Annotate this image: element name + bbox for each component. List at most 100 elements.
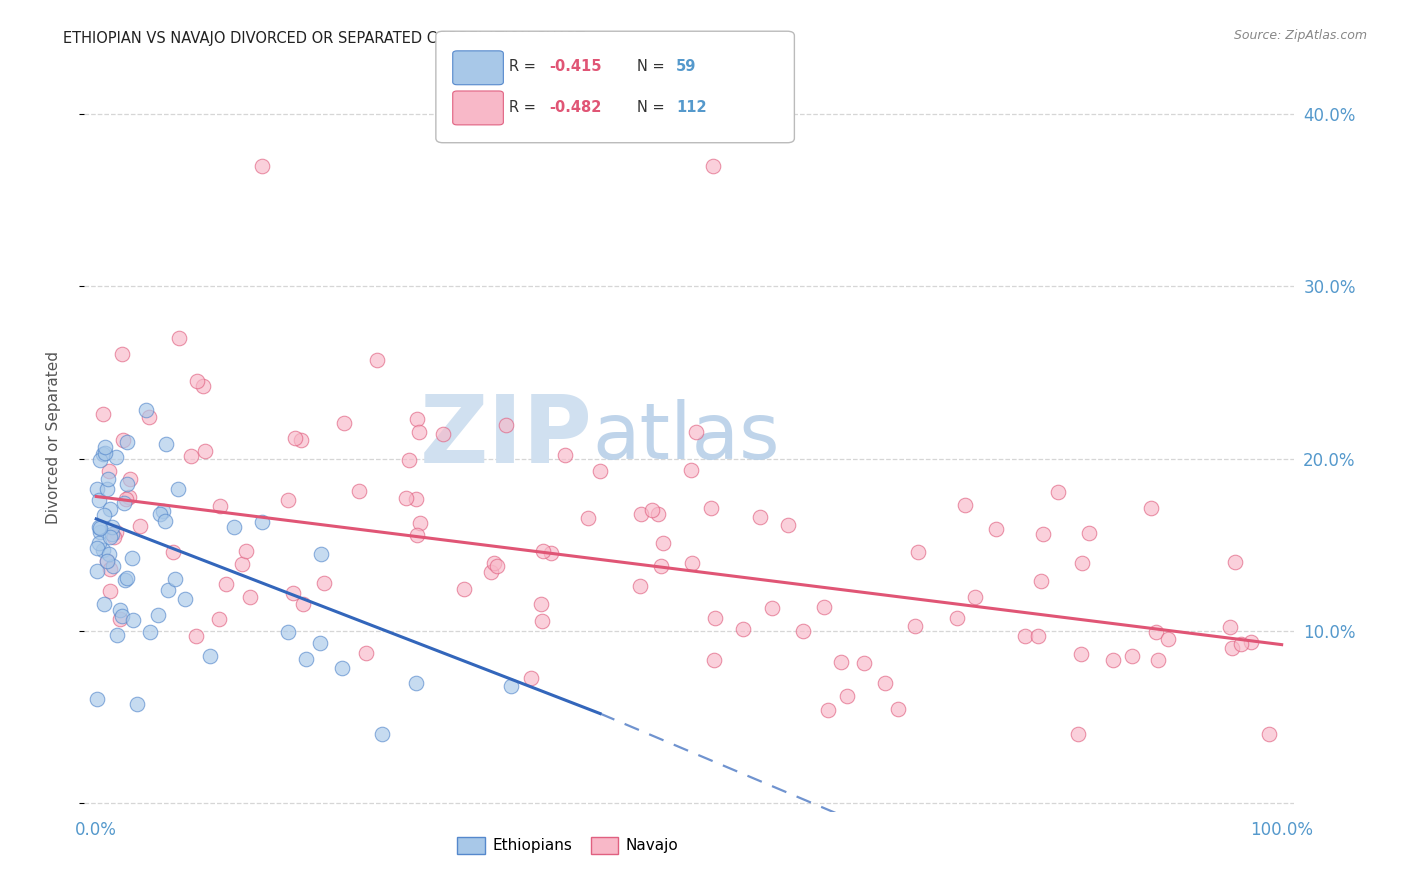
Point <box>129 518 152 533</box>
Point <box>1157 632 1180 646</box>
Point <box>408 516 430 531</box>
Point <box>704 611 727 625</box>
Point <box>366 353 388 368</box>
Point <box>105 450 128 465</box>
Point <box>98 584 121 599</box>
Point <box>122 614 145 628</box>
Point <box>108 602 131 616</box>
Point <box>89 520 111 534</box>
Point <box>138 410 160 425</box>
Point <box>495 417 517 432</box>
Point <box>209 499 232 513</box>
Point <box>354 646 377 660</box>
Point <box>103 530 125 544</box>
Point <box>1026 629 1049 643</box>
Point <box>628 579 651 593</box>
Point <box>904 619 927 633</box>
Point <box>117 571 139 585</box>
Text: ZIP: ZIP <box>419 391 592 483</box>
Point <box>194 444 217 458</box>
Point <box>86 541 108 555</box>
Point <box>749 509 772 524</box>
Point <box>115 492 138 507</box>
Point <box>641 503 664 517</box>
Point <box>295 652 318 666</box>
Point <box>792 624 814 639</box>
Point <box>98 547 121 561</box>
Point <box>100 530 122 544</box>
Point <box>149 508 172 522</box>
Point <box>817 703 839 717</box>
Point <box>89 452 111 467</box>
Point <box>371 727 394 741</box>
Point <box>482 556 505 570</box>
Point <box>907 545 929 559</box>
Point <box>115 435 138 450</box>
Point <box>117 490 139 504</box>
Point <box>330 661 353 675</box>
Point <box>156 583 179 598</box>
Point <box>700 501 723 516</box>
Point <box>479 565 502 579</box>
Legend: Ethiopians, Navajo: Ethiopians, Navajo <box>451 830 685 860</box>
Point <box>1071 556 1094 570</box>
Point <box>408 425 430 439</box>
Point <box>432 427 454 442</box>
Point <box>530 597 553 611</box>
Point <box>277 492 299 507</box>
Point <box>166 483 188 497</box>
Text: N =: N = <box>637 100 669 114</box>
Point <box>114 573 136 587</box>
Point <box>134 402 156 417</box>
Point <box>127 698 149 712</box>
Point <box>681 463 703 477</box>
Point <box>333 416 356 430</box>
Point <box>540 546 562 560</box>
Point <box>576 511 599 525</box>
Point <box>97 471 120 485</box>
Point <box>406 528 429 542</box>
Text: ETHIOPIAN VS NAVAJO DIVORCED OR SEPARATED CORRELATION CHART: ETHIOPIAN VS NAVAJO DIVORCED OR SEPARATE… <box>63 31 585 46</box>
Point <box>946 611 969 625</box>
Point <box>239 591 262 605</box>
Point <box>103 558 125 573</box>
Point <box>309 547 332 561</box>
Point <box>965 591 987 605</box>
Point <box>733 622 755 636</box>
Point <box>87 492 110 507</box>
Point <box>531 543 554 558</box>
Point <box>235 544 257 558</box>
Point <box>702 159 724 173</box>
Text: R =: R = <box>509 60 540 74</box>
Point <box>252 515 274 529</box>
Point <box>281 586 304 600</box>
Point <box>830 655 852 669</box>
Point <box>1147 653 1170 667</box>
Point <box>91 407 114 421</box>
Point <box>91 447 114 461</box>
Point <box>588 464 610 478</box>
Point <box>284 431 307 445</box>
Point <box>650 559 672 574</box>
Point <box>186 374 208 388</box>
Point <box>155 436 177 450</box>
Point <box>94 440 117 454</box>
Point <box>395 491 418 505</box>
Point <box>105 524 128 539</box>
Point <box>222 520 245 534</box>
Text: 59: 59 <box>676 60 696 74</box>
Text: 112: 112 <box>676 100 707 114</box>
Point <box>1239 635 1261 649</box>
Point <box>111 346 134 360</box>
Point <box>405 491 427 506</box>
Point <box>198 649 221 664</box>
Point <box>290 433 312 447</box>
Point <box>703 653 725 667</box>
Point <box>837 689 859 703</box>
Point <box>101 520 124 534</box>
Point <box>520 671 543 685</box>
Point <box>207 612 229 626</box>
Point <box>647 507 669 521</box>
Text: -0.482: -0.482 <box>550 100 602 114</box>
Point <box>89 535 111 549</box>
